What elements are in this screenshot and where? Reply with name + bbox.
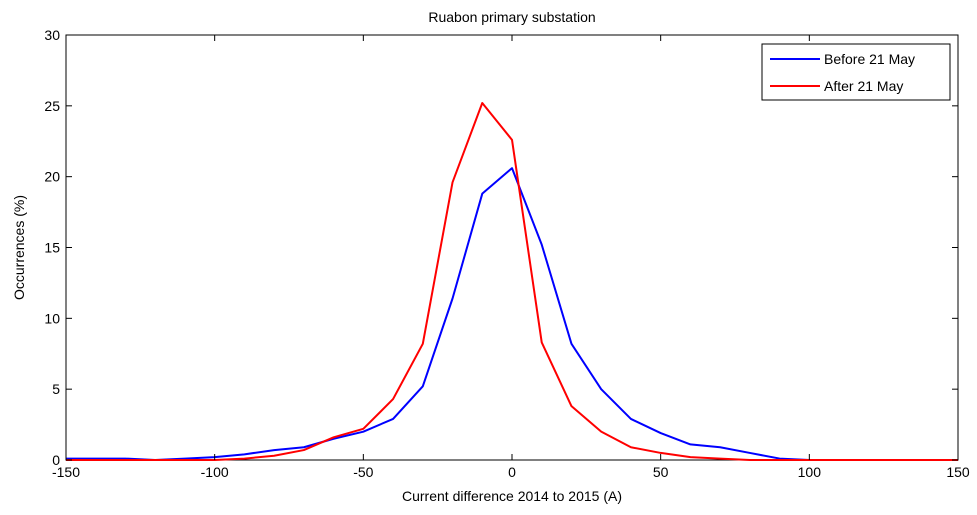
plot-frame xyxy=(65,34,959,461)
x-tick-label: 150 xyxy=(946,464,970,480)
y-tick-label: 20 xyxy=(44,169,60,185)
y-tick-label: 10 xyxy=(44,310,60,326)
y-tick-label: 25 xyxy=(44,98,60,114)
x-axis-ticks: -150 -100 -50 0 50 100 150 xyxy=(52,35,970,480)
x-axis-title: Current difference 2014 to 2015 (A) xyxy=(402,488,622,504)
legend-label-before: Before 21 May xyxy=(824,51,915,67)
y-tick-label: 5 xyxy=(52,381,60,397)
x-tick-label: 100 xyxy=(798,464,822,480)
x-tick-label: -100 xyxy=(201,464,229,480)
chart-title: Ruabon primary substation xyxy=(428,9,595,25)
y-axis-title: Occurrences (%) xyxy=(11,195,27,300)
legend-label-after: After 21 May xyxy=(824,78,903,94)
legend-box xyxy=(761,43,951,101)
x-tick-label: -50 xyxy=(353,464,373,480)
y-tick-label: 30 xyxy=(44,27,60,43)
y-tick-label: 15 xyxy=(44,240,60,256)
y-tick-label: 0 xyxy=(52,452,60,468)
y-axis-ticks: 0 5 10 15 20 25 30 xyxy=(44,27,958,468)
legend: Before 21 May After 21 May xyxy=(761,43,951,101)
x-tick-label: 0 xyxy=(508,464,516,480)
x-tick-label: -150 xyxy=(52,464,80,480)
x-tick-label: 50 xyxy=(653,464,669,480)
plot-area: -150 -100 -50 0 50 100 150 0 5 10 15 20 25 30 xyxy=(44,27,969,480)
